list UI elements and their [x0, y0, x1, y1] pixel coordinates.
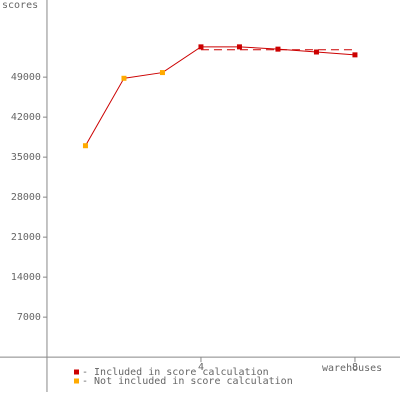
- legend-label: - Not included in score calculation: [82, 376, 293, 387]
- y-tick-label: 35000: [11, 152, 41, 163]
- legend-swatch: [74, 369, 79, 375]
- y-tick-label: 21000: [11, 232, 41, 243]
- legend-swatch: [74, 378, 79, 384]
- y-tick-label: 42000: [11, 112, 41, 123]
- legend-label: - Included in score calculation: [82, 367, 269, 378]
- data-line: [85, 46, 355, 146]
- data-point: [352, 52, 358, 58]
- y-tick-label: 7000: [17, 312, 41, 323]
- data-point: [159, 70, 165, 76]
- y-tick-label: 49000: [11, 72, 41, 83]
- x-tick-label: 8: [352, 362, 358, 373]
- data-point: [313, 49, 319, 55]
- y-tick-label: 14000: [11, 272, 41, 283]
- x-tick-label: 4: [198, 362, 204, 373]
- data-point: [121, 75, 127, 81]
- data-point: [275, 46, 281, 52]
- data-point: [82, 143, 88, 149]
- x-axis-label: warehouses: [322, 363, 382, 374]
- y-tick-label: 28000: [11, 192, 41, 203]
- data-point: [236, 44, 242, 50]
- data-point: [198, 44, 204, 50]
- y-axis-label: scores: [2, 0, 38, 11]
